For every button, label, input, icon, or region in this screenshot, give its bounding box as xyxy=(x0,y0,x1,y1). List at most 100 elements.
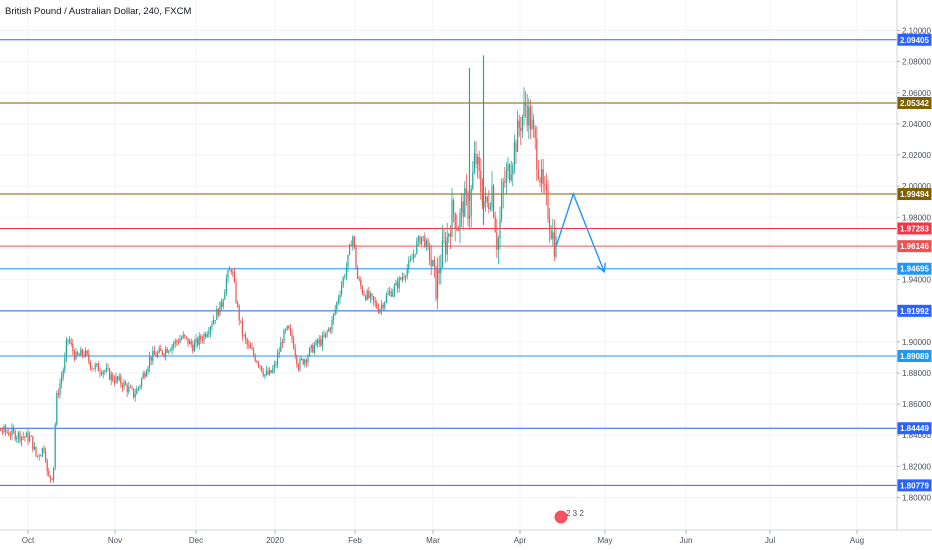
candle-body xyxy=(41,447,43,456)
candle-body xyxy=(37,455,39,457)
candle-body xyxy=(11,428,13,436)
price-axis[interactable]: 2.10000 2.08000 2.06000 2.04000 2.02000 2.000… xyxy=(897,27,931,503)
candle-body xyxy=(163,354,165,356)
candle-body xyxy=(214,319,216,321)
candle-body xyxy=(387,292,389,295)
candle-body xyxy=(22,436,24,438)
candle-body xyxy=(345,267,347,277)
candle-body xyxy=(240,320,242,322)
candle-body xyxy=(246,339,248,345)
candle-body xyxy=(101,372,103,375)
level-price-label: 2.09405 xyxy=(897,33,932,46)
level-label-bg xyxy=(897,479,932,492)
level-price-label: 1.94695 xyxy=(897,262,932,275)
candle-body xyxy=(510,174,512,181)
candle-body xyxy=(523,102,525,117)
candle-body xyxy=(40,455,42,457)
candle-body xyxy=(185,336,187,338)
price-tick-label: 1.86000 xyxy=(902,400,931,409)
level-label-bg xyxy=(897,350,932,363)
candle-body xyxy=(115,376,117,383)
candle-body xyxy=(259,365,261,367)
candle-body xyxy=(174,340,176,345)
candle-body xyxy=(272,368,274,373)
candle-body xyxy=(149,356,151,368)
event-badge-text: 2 3 2 xyxy=(566,509,584,518)
event-badge[interactable]: 2 3 2 xyxy=(553,509,584,525)
candle-body xyxy=(69,339,71,343)
candle-body xyxy=(137,387,139,389)
candle-body xyxy=(201,339,203,341)
level-label-bg xyxy=(897,222,932,235)
candle-body xyxy=(173,344,175,346)
candle-body xyxy=(313,345,315,353)
candle-body xyxy=(51,478,53,480)
candle-body xyxy=(289,328,291,332)
candle-body xyxy=(520,127,522,131)
candle-body xyxy=(222,299,224,307)
candle-body xyxy=(315,340,317,346)
candle-body xyxy=(81,349,83,355)
candle-body xyxy=(3,426,5,432)
projection-arrowhead xyxy=(596,262,606,274)
level-label-text: 2.05342 xyxy=(900,99,929,108)
price-tick-label: 1.82000 xyxy=(902,462,931,471)
level-label-bg xyxy=(897,304,932,317)
candle-body xyxy=(211,324,213,328)
candle-body xyxy=(56,393,58,425)
candle-body xyxy=(350,244,352,246)
candle-body xyxy=(65,340,67,358)
candle-body xyxy=(553,232,555,257)
candle-body xyxy=(451,200,453,237)
candle-body xyxy=(467,194,469,219)
candle-body xyxy=(281,342,283,344)
candle-body xyxy=(61,376,63,384)
candle-body xyxy=(382,304,384,308)
candle-body xyxy=(432,260,434,267)
candle-body xyxy=(262,371,264,376)
candle-body xyxy=(323,335,325,337)
candle-body xyxy=(168,350,170,353)
candle-body xyxy=(104,370,106,372)
candle-body xyxy=(237,302,239,306)
candle-body xyxy=(283,329,285,343)
candle-body xyxy=(552,232,554,239)
candle-body xyxy=(88,354,90,362)
candle-body xyxy=(534,127,536,139)
candle-body xyxy=(72,343,74,352)
candle-body xyxy=(454,213,456,229)
candle-body xyxy=(205,334,207,337)
candle-body xyxy=(251,348,253,350)
time-axis[interactable]: Oct Nov Dec 2020 Feb Mar Apr May Jun Jul Aug xyxy=(22,530,864,545)
candle-body xyxy=(32,436,34,450)
candle-body xyxy=(57,393,59,395)
candle-body xyxy=(190,340,192,345)
level-price-label: 1.89089 xyxy=(897,350,932,363)
candle-body xyxy=(182,334,184,338)
candle-body xyxy=(355,247,357,267)
candle-body xyxy=(469,215,471,219)
candle-body xyxy=(198,335,200,345)
candle-body xyxy=(229,269,231,271)
candle-body xyxy=(537,169,539,179)
candle-body xyxy=(411,259,413,260)
event-badge-icon[interactable] xyxy=(553,509,569,525)
candle-body xyxy=(93,368,95,370)
level-price-label: 1.80779 xyxy=(897,479,932,492)
candle-body xyxy=(160,348,162,351)
candle-body xyxy=(254,355,256,362)
candle-body xyxy=(305,359,307,363)
candle-body xyxy=(129,386,131,388)
candle-body xyxy=(413,254,415,260)
candle-body xyxy=(70,342,72,344)
price-tick-label: 1.98000 xyxy=(902,213,931,222)
level-price-label: 2.05342 xyxy=(897,97,932,110)
price-tick-label: 2.10000 xyxy=(902,27,931,36)
candle-body xyxy=(488,203,490,210)
candle-body xyxy=(166,348,168,353)
candle-body xyxy=(203,334,205,341)
candle-body xyxy=(225,278,227,292)
candle-body xyxy=(105,368,107,371)
candle-body xyxy=(406,268,408,277)
candle-body xyxy=(515,142,517,152)
